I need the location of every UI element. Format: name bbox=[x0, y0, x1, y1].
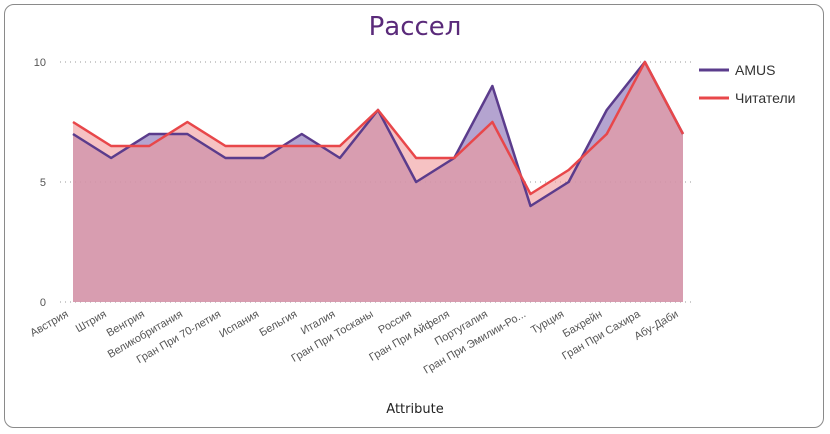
data-point bbox=[72, 133, 75, 136]
data-point bbox=[415, 181, 418, 184]
data-point bbox=[72, 121, 75, 124]
data-point bbox=[567, 169, 570, 172]
data-point bbox=[605, 133, 608, 136]
data-point bbox=[338, 145, 341, 148]
x-tick-label: Испания bbox=[217, 308, 261, 340]
data-point bbox=[491, 85, 494, 88]
data-point bbox=[262, 145, 265, 148]
data-point bbox=[224, 157, 227, 160]
data-point bbox=[643, 61, 646, 64]
data-point bbox=[453, 157, 456, 160]
y-tick-label: 10 bbox=[34, 57, 46, 69]
data-point bbox=[300, 133, 303, 136]
x-tick-label: Австрия bbox=[28, 308, 70, 339]
data-point bbox=[148, 145, 151, 148]
data-point bbox=[186, 121, 189, 124]
x-tick-label: Штрия bbox=[74, 308, 109, 335]
data-point bbox=[148, 133, 151, 136]
legend-label: Читатели bbox=[735, 90, 795, 106]
data-point bbox=[605, 109, 608, 112]
data-point bbox=[529, 205, 532, 208]
x-tick-label: Абу-Даби bbox=[632, 308, 680, 343]
legend-label: AMUS bbox=[735, 62, 775, 78]
data-point bbox=[262, 157, 265, 160]
x-tick-label: Бельгия bbox=[258, 308, 300, 339]
data-point bbox=[110, 145, 113, 148]
series-line-readers bbox=[72, 60, 685, 196]
data-point bbox=[682, 133, 685, 136]
data-point bbox=[110, 157, 113, 160]
data-point bbox=[338, 157, 341, 160]
x-tick-label: Турция bbox=[529, 308, 566, 336]
data-point bbox=[491, 121, 494, 124]
data-point bbox=[224, 145, 227, 148]
x-axis-label: Attribute bbox=[386, 402, 444, 417]
data-point bbox=[415, 157, 418, 160]
data-point bbox=[186, 133, 189, 136]
data-point bbox=[300, 145, 303, 148]
y-tick-label: 0 bbox=[40, 297, 46, 309]
area-readers bbox=[73, 62, 683, 302]
data-point bbox=[377, 109, 380, 112]
data-point bbox=[529, 193, 532, 196]
y-tick-label: 5 bbox=[40, 177, 46, 189]
chart-title: Рассел bbox=[368, 12, 462, 42]
data-point bbox=[567, 181, 570, 184]
